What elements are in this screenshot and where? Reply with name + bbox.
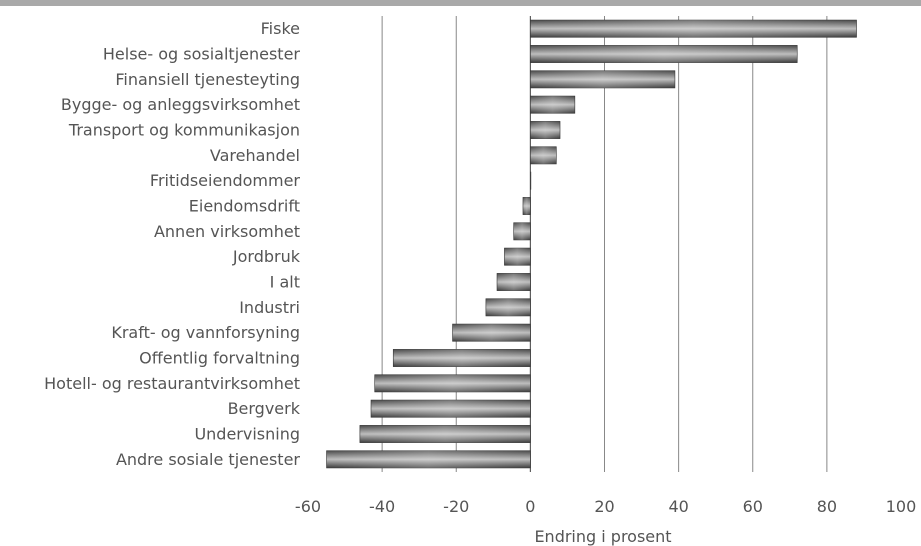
- top-banner: [0, 0, 921, 6]
- bar-highlight: [522, 197, 531, 215]
- bar-highlight: [530, 121, 561, 139]
- category-labels: Fiske Helse- og sosialtjenester Finansiell…: [44, 19, 301, 469]
- x-tick-label: -60: [295, 497, 321, 516]
- category-label: Undervisning: [194, 425, 300, 444]
- category-label: Kraft- og vannforsyning: [111, 323, 300, 342]
- category-label: Hotell- og restaurantvirksomhet: [44, 374, 300, 393]
- x-tick-label: 60: [743, 497, 763, 516]
- bars: [326, 19, 857, 469]
- category-label: Fritidseiendommer: [150, 171, 301, 190]
- bar-highlight: [374, 374, 531, 392]
- x-tick-label: 100: [886, 497, 917, 516]
- bar-highlight: [530, 96, 575, 114]
- bar-highlight: [371, 400, 531, 418]
- bar-highlight: [452, 324, 531, 342]
- category-label: I alt: [270, 273, 300, 292]
- x-tick-label: 0: [525, 497, 535, 516]
- bar-highlight: [485, 298, 531, 316]
- category-label: Annen virksomhet: [154, 222, 300, 241]
- category-label: Bergverk: [228, 399, 301, 418]
- bar-highlight: [326, 450, 531, 468]
- bar-highlight: [530, 45, 798, 63]
- bar-highlight: [530, 146, 557, 164]
- category-label: Transport og kommunikasjon: [68, 121, 300, 140]
- bar-highlight: [513, 222, 531, 240]
- bar-highlight: [530, 20, 857, 38]
- bar-highlight: [393, 349, 531, 367]
- bar-highlight: [497, 273, 531, 291]
- x-tick-label: -40: [369, 497, 395, 516]
- x-tick-labels: -60 -40 -20 0 20 40 60 80 100: [295, 497, 916, 516]
- category-label: Andre sosiale tjenester: [116, 450, 300, 469]
- category-label: Fiske: [261, 19, 300, 38]
- x-tick-label: 20: [594, 497, 614, 516]
- category-label: Eiendomsdrift: [189, 197, 300, 216]
- category-label: Industri: [239, 298, 300, 317]
- grid-lines: [381, 16, 828, 472]
- x-tick-label: -20: [443, 497, 469, 516]
- category-label: Jordbruk: [232, 247, 301, 266]
- category-label: Offentlig forvaltning: [139, 349, 300, 368]
- bar-highlight: [504, 248, 531, 266]
- category-label: Finansiell tjenesteyting: [115, 70, 300, 89]
- bar-highlight: [530, 70, 675, 88]
- bar-highlight: [530, 172, 531, 190]
- category-label: Varehandel: [210, 146, 300, 165]
- x-tick-label: 40: [668, 497, 688, 516]
- x-tick-label: 80: [817, 497, 837, 516]
- x-axis-title: Endring i prosent: [534, 527, 671, 546]
- bar-highlight: [359, 425, 531, 443]
- category-label: Helse- og sosialtjenester: [103, 45, 301, 64]
- category-label: Bygge- og anleggsvirksomhet: [61, 95, 300, 114]
